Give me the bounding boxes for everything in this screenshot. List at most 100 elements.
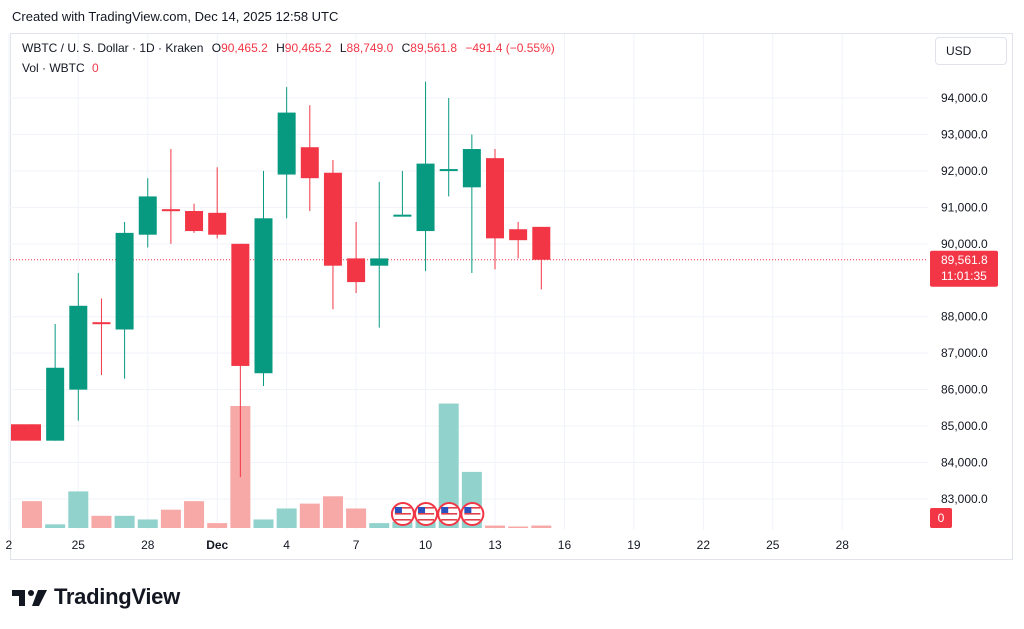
price-tick-label: 87,000.0 bbox=[941, 346, 988, 360]
volume-bar bbox=[184, 501, 205, 528]
price-tick-label: 86,000.0 bbox=[941, 383, 988, 397]
candle bbox=[254, 170, 273, 386]
flag-stripe bbox=[441, 519, 458, 521]
last-price-tag: 89,561.8 11:01:35 bbox=[930, 250, 998, 287]
volume-tag: 0 bbox=[930, 508, 952, 528]
candle bbox=[92, 298, 111, 376]
chart-frame[interactable] bbox=[10, 33, 1013, 560]
price-tick-label: 88,000.0 bbox=[941, 310, 988, 324]
candle bbox=[347, 221, 366, 294]
volume-bar bbox=[137, 519, 158, 528]
candle-body bbox=[370, 258, 389, 266]
volume-bar bbox=[485, 525, 505, 528]
candle-body bbox=[486, 158, 504, 239]
price-tag-box bbox=[930, 250, 998, 287]
price-tick-label: 84,000.0 bbox=[941, 456, 988, 470]
flag-stripe bbox=[418, 510, 435, 512]
price-tick-label: 83,000.0 bbox=[941, 492, 988, 506]
volume-bar bbox=[45, 524, 66, 528]
candle-body bbox=[11, 424, 41, 441]
volume-bar bbox=[22, 501, 42, 528]
candle bbox=[509, 221, 528, 259]
candle-body bbox=[231, 243, 250, 366]
us-flag-event-icon bbox=[460, 502, 485, 526]
price-tick-label: 85,000.0 bbox=[941, 419, 988, 433]
candle-body bbox=[347, 258, 366, 283]
candle-body bbox=[439, 169, 458, 172]
candle-body bbox=[161, 209, 180, 212]
high-value: 90,465.2 bbox=[284, 41, 332, 55]
candle-body bbox=[277, 112, 296, 175]
time-tick-label: 4 bbox=[283, 538, 290, 552]
close-label: C bbox=[401, 41, 411, 55]
volume-label[interactable]: Vol · WBTC bbox=[22, 61, 85, 75]
candle bbox=[185, 203, 204, 233]
flag-canton bbox=[464, 507, 472, 513]
symbol-legend: WBTC / U. S. Dollar · 1D · Kraken O90,46… bbox=[22, 41, 555, 55]
candle bbox=[277, 87, 296, 219]
candle bbox=[300, 105, 319, 212]
volume-bar bbox=[91, 515, 112, 528]
price-tick-label: 92,000.0 bbox=[941, 164, 988, 178]
candle bbox=[486, 149, 504, 270]
candle-body bbox=[532, 226, 551, 260]
flag-stripe bbox=[418, 513, 435, 515]
price-tick-label: 93,000.0 bbox=[941, 127, 988, 141]
us-flag-event-icon bbox=[437, 502, 462, 526]
time-tick-label: 7 bbox=[353, 538, 360, 552]
time-tick-label: 19 bbox=[627, 538, 641, 552]
candle bbox=[416, 81, 435, 272]
volume-bar bbox=[346, 508, 367, 528]
candle-body bbox=[46, 367, 65, 441]
flag-stripe bbox=[418, 507, 435, 509]
volume-bar bbox=[438, 403, 459, 528]
candle-body bbox=[393, 214, 412, 217]
flag-stripe bbox=[394, 507, 411, 509]
candle bbox=[11, 424, 41, 441]
candle-body bbox=[300, 147, 319, 179]
candle bbox=[69, 272, 88, 421]
price-tag-value: 89,561.8 bbox=[941, 253, 988, 267]
volume-bar bbox=[276, 508, 297, 528]
flag-stripe bbox=[394, 516, 411, 518]
candle bbox=[231, 243, 250, 478]
chart-caption: Created with TradingView.com, Dec 14, 20… bbox=[12, 9, 339, 24]
time-tick-label: 2 bbox=[6, 538, 13, 552]
currency-button[interactable]: USD bbox=[935, 37, 1007, 65]
us-flag-event-icon bbox=[390, 502, 415, 526]
volume-bar bbox=[207, 523, 228, 528]
time-tick-label: 10 bbox=[419, 538, 433, 552]
time-tick-label: Dec bbox=[206, 538, 228, 552]
candle bbox=[462, 134, 481, 273]
candle-body bbox=[69, 305, 88, 390]
volume-tag-box bbox=[930, 508, 952, 528]
flag-stripe bbox=[441, 510, 458, 512]
flag-stripe bbox=[394, 510, 411, 512]
flag-canton bbox=[394, 507, 402, 513]
candle-body bbox=[185, 211, 204, 232]
flag-stripe bbox=[418, 519, 435, 521]
candle bbox=[370, 181, 389, 328]
time-tick-label: 25 bbox=[72, 538, 86, 552]
candle-body bbox=[509, 229, 528, 241]
candle bbox=[532, 226, 551, 290]
flag-stripe bbox=[394, 519, 411, 521]
candle bbox=[161, 149, 180, 244]
price-tick-label: 91,000.0 bbox=[941, 200, 988, 214]
tradingview-logo[interactable]: TradingView bbox=[12, 584, 180, 610]
low-label: L bbox=[339, 41, 347, 55]
candle-body bbox=[254, 218, 273, 374]
economic-event-markers bbox=[390, 502, 485, 526]
high-label: H bbox=[276, 41, 285, 55]
open-value: 90,465.2 bbox=[221, 41, 268, 55]
change-value: −491.4 (−0.55%) bbox=[465, 41, 555, 55]
symbol-name[interactable]: WBTC / U. S. Dollar · 1D · Kraken bbox=[22, 41, 204, 55]
volume-bar bbox=[114, 515, 135, 528]
candle bbox=[115, 221, 134, 379]
us-flag-event-icon bbox=[414, 502, 439, 526]
volume-bar bbox=[253, 519, 274, 528]
price-tick-label: 90,000.0 bbox=[941, 237, 988, 251]
open-label: O bbox=[211, 41, 222, 55]
volume-bar bbox=[299, 503, 320, 528]
